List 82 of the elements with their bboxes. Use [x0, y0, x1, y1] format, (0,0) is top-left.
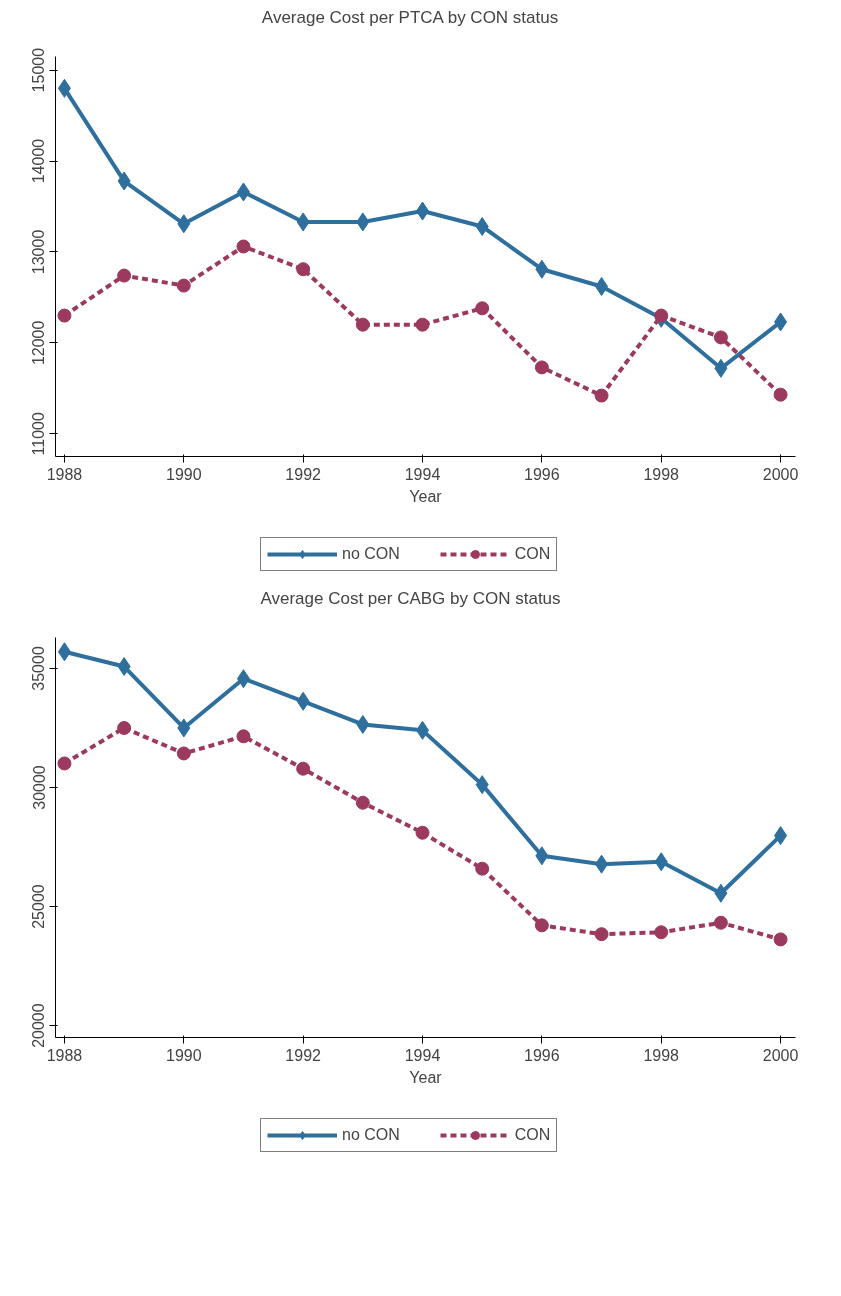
point: [594, 388, 609, 403]
point: [296, 761, 311, 776]
x-tick-label: 1998: [643, 1046, 680, 1064]
point: [594, 927, 609, 942]
x-tick-label: 1988: [46, 1046, 83, 1064]
point: [416, 720, 430, 740]
point: [713, 330, 728, 345]
point: [714, 358, 728, 378]
point: [475, 217, 489, 236]
x-tick-label: 2000: [762, 465, 799, 483]
point: [57, 308, 72, 323]
point: [475, 861, 490, 876]
point: [595, 854, 609, 874]
point: [117, 171, 131, 191]
y-tick-label: 25000: [30, 884, 48, 929]
point: [356, 212, 370, 232]
legend-label: CON: [514, 1126, 551, 1144]
point: [177, 718, 191, 738]
x-tick-label: 1998: [643, 465, 680, 483]
point: [416, 201, 430, 221]
point: [654, 308, 669, 323]
point: [176, 278, 191, 293]
x-tick-label: 1994: [404, 465, 441, 483]
point: [355, 317, 370, 332]
point: [177, 214, 191, 234]
x-tick-label: 1992: [285, 465, 322, 483]
x-tick-label: 1990: [166, 465, 202, 483]
point: [415, 825, 430, 840]
point: [654, 852, 668, 872]
x-tick-label: 2000: [762, 1046, 799, 1064]
x-tick-label: 1996: [524, 1046, 560, 1064]
point: [57, 642, 71, 662]
y-tick-label: 35000: [30, 646, 48, 691]
point: [714, 883, 728, 903]
point: [296, 212, 310, 232]
x-axis-title: Year: [409, 1068, 443, 1086]
chart-title: Average Cost per PTCA by CON status: [261, 7, 559, 27]
y-tick-label: 14000: [30, 138, 48, 184]
point: [535, 259, 549, 279]
point: [534, 360, 549, 375]
point: [236, 182, 250, 202]
point: [117, 720, 132, 735]
y-tick-label: 12000: [30, 320, 48, 366]
x-tick-label: 1992: [285, 1046, 322, 1064]
legend-label: CON: [514, 545, 551, 563]
point: [236, 239, 251, 254]
point: [773, 387, 788, 402]
point: [475, 301, 490, 316]
point: [57, 756, 72, 771]
point: [534, 918, 549, 933]
point: [774, 312, 788, 332]
point: [296, 691, 310, 711]
point: [117, 657, 131, 677]
point: [176, 746, 191, 761]
point: [296, 262, 311, 277]
y-tick-label: 20000: [30, 1003, 48, 1048]
legend-label: no CON: [342, 1126, 400, 1144]
point: [236, 669, 250, 689]
y-tick-label: 15000: [30, 47, 48, 93]
x-tick-label: 1994: [404, 1046, 441, 1064]
y-tick-label: 13000: [30, 229, 48, 275]
point: [236, 729, 251, 744]
point: [654, 925, 669, 940]
point: [713, 915, 728, 930]
point: [356, 714, 370, 734]
point: [773, 932, 788, 947]
x-tick-label: 1990: [166, 1046, 202, 1064]
y-tick-label: 30000: [30, 765, 48, 810]
y-tick-label: 11000: [30, 412, 48, 456]
x-tick-label: 1988: [46, 465, 83, 483]
point: [774, 826, 788, 846]
point: [57, 78, 71, 98]
point: [415, 317, 430, 332]
point: [475, 775, 489, 795]
x-axis-title: Year: [409, 487, 443, 505]
point: [117, 268, 132, 283]
x-tick-label: 1996: [524, 465, 560, 483]
chart-title: Average Cost per CABG by CON status: [260, 588, 561, 608]
legend-label: no CON: [342, 545, 400, 563]
point: [355, 795, 370, 810]
point: [535, 846, 549, 866]
point: [595, 277, 609, 296]
